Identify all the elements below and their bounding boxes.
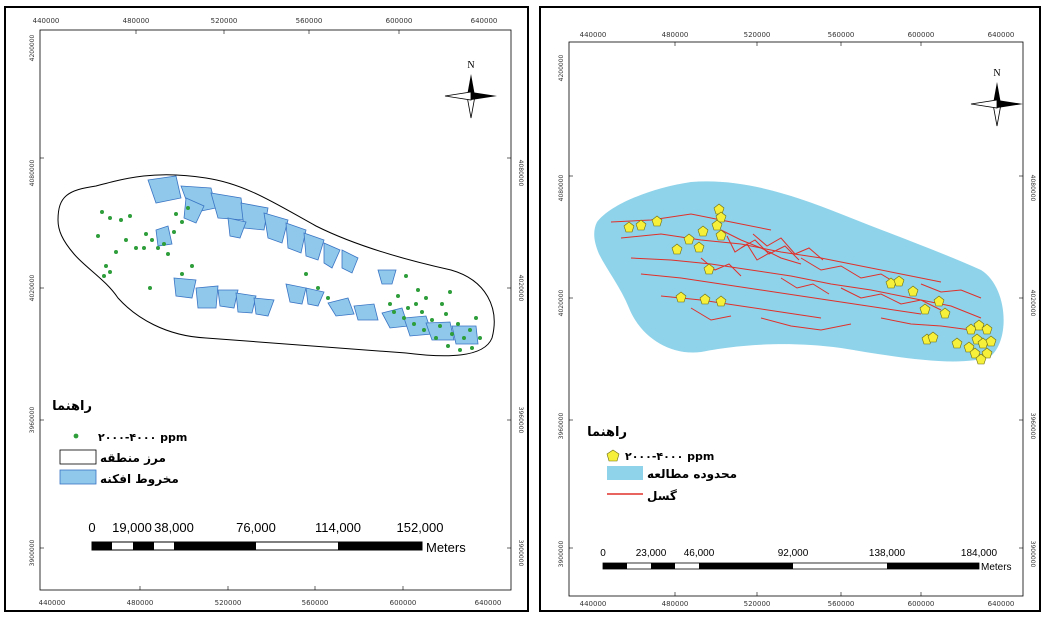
x-tick-label: 440000	[580, 31, 607, 39]
x-tick-label: 480000	[662, 31, 689, 39]
legend-label-fans: مخروط افکنه	[100, 472, 179, 487]
y-axis-right: 4080000 4020000 3960000 3900000	[517, 160, 524, 567]
scale-label: 114,000	[315, 520, 361, 535]
x-tick-label: 600000	[390, 599, 417, 607]
y-tick-label: 3960000	[517, 407, 524, 434]
y-tick-label: 3960000	[29, 406, 36, 433]
scale-bar: 0 19,000 38,000 76,000 114,000 152,000 M…	[88, 520, 466, 555]
x-tick-label: 440000	[39, 599, 66, 607]
x-tick-label: 560000	[302, 599, 329, 607]
map-frame	[568, 41, 1024, 597]
legend-symbol-study-area	[607, 466, 643, 480]
map-frame	[39, 29, 512, 591]
scale-label: 92,000	[778, 548, 809, 559]
north-arrow-icon: N	[970, 68, 1023, 127]
x-tick-label: 600000	[908, 31, 935, 39]
legend-label-study-area: محدوده مطالعه	[647, 467, 737, 482]
x-tick-label: 440000	[33, 17, 60, 25]
x-tick-label: 600000	[386, 17, 413, 25]
x-axis-bottom: 440000 480000 520000 560000 600000 64000…	[39, 599, 502, 607]
x-tick-label: 440000	[580, 600, 607, 608]
x-tick-label: 520000	[744, 600, 771, 608]
scale-label: 0	[600, 548, 606, 559]
x-tick-label: 640000	[475, 599, 502, 607]
tick-marks	[40, 30, 511, 590]
scale-label: 19,000	[112, 520, 152, 535]
legend-symbol-boundary	[59, 449, 97, 465]
left-map-svg: 440000 480000 520000 560000 600000 64000…	[29, 17, 524, 607]
x-axis-bottom: 440000 480000 520000 560000 600000 64000…	[580, 600, 1015, 608]
legend-title: راهنما	[52, 399, 92, 414]
x-tick-label: 640000	[471, 17, 498, 25]
scale-unit: Meters	[981, 562, 1012, 573]
x-tick-label: 560000	[828, 31, 855, 39]
y-tick-label: 3960000	[558, 412, 565, 439]
y-tick-label: 4080000	[558, 174, 565, 201]
y-axis-left: 4200000 4080000 4020000 3960000 3900000	[558, 54, 565, 567]
x-tick-label: 520000	[211, 17, 238, 25]
scale-unit: Meters	[426, 540, 466, 555]
legend-title: راهنما	[587, 425, 627, 440]
scale-label: 138,000	[869, 548, 906, 559]
alluvial-fans	[147, 175, 479, 345]
y-tick-label: 4020000	[29, 274, 36, 301]
x-axis-top: 440000 480000 520000 560000 600000 64000…	[580, 31, 1015, 39]
north-label: N	[993, 68, 1000, 79]
y-tick-label: 4020000	[558, 289, 565, 316]
y-tick-label: 3900000	[558, 540, 565, 567]
legend-label-boundary: مرز منطقه	[100, 451, 166, 465]
y-tick-label: 4080000	[517, 160, 524, 187]
y-tick-label: 4080000	[1029, 175, 1036, 202]
x-tick-label: 480000	[127, 599, 154, 607]
scale-label: 184,000	[961, 548, 998, 559]
x-tick-label: 480000	[662, 600, 689, 608]
legend-symbol-fans	[59, 469, 97, 485]
north-arrow-icon: N	[444, 60, 497, 119]
sample-points	[96, 206, 482, 352]
x-tick-label: 520000	[744, 31, 771, 39]
y-tick-label: 4200000	[558, 54, 565, 81]
legend-label-fault: گسل	[647, 489, 677, 503]
legend: راهنما ۲۰۰۰-۴۰۰۰ ppm مرز منطقه مخروط افک…	[52, 399, 187, 487]
x-tick-label: 560000	[296, 17, 323, 25]
y-tick-label: 4020000	[517, 275, 524, 302]
y-tick-label: 4200000	[29, 34, 36, 61]
x-tick-label: 480000	[123, 17, 150, 25]
y-axis-right: 4080000 4020000 3960000 3900000	[1029, 175, 1036, 568]
region-boundary	[57, 174, 495, 357]
x-tick-label: 560000	[828, 600, 855, 608]
left-map-panel: 440000 480000 520000 560000 600000 64000…	[4, 6, 529, 612]
y-tick-label: 3960000	[1029, 413, 1036, 440]
y-tick-label: 3900000	[1029, 541, 1036, 568]
scale-label: 76,000	[236, 520, 276, 535]
scale-label: 46,000	[684, 548, 715, 559]
study-area	[594, 181, 1004, 362]
y-tick-label: 4080000	[29, 159, 36, 186]
legend-symbol-points	[73, 433, 79, 439]
legend-symbol-points	[606, 449, 620, 462]
y-tick-label: 3900000	[517, 540, 524, 567]
x-tick-label: 640000	[988, 31, 1015, 39]
x-tick-label: 600000	[908, 600, 935, 608]
legend-label-points: ۲۰۰۰-۴۰۰۰ ppm	[625, 450, 714, 463]
scale-label: 152,000	[397, 520, 444, 535]
y-tick-label: 3900000	[29, 539, 36, 566]
x-tick-label: 640000	[988, 600, 1015, 608]
y-tick-label: 4020000	[1029, 290, 1036, 317]
right-map-svg: 440000 480000 520000 560000 600000 64000…	[558, 31, 1036, 608]
scale-label: 0	[88, 520, 95, 535]
legend: راهنما ۲۰۰۰-۴۰۰۰ ppm محدوده مطالعه گسل	[587, 425, 737, 503]
scale-label: 38,000	[154, 520, 194, 535]
right-map-panel: 440000 480000 520000 560000 600000 64000…	[539, 6, 1041, 612]
legend-label-points: ۲۰۰۰-۴۰۰۰ ppm	[98, 431, 187, 444]
x-axis-top: 440000 480000 520000 560000 600000 64000…	[33, 17, 498, 25]
sample-points	[623, 203, 997, 365]
y-axis-left: 4200000 4080000 4020000 3960000 3900000	[29, 34, 36, 566]
x-tick-label: 520000	[215, 599, 242, 607]
fault-lines	[610, 213, 982, 331]
north-label: N	[467, 60, 474, 71]
scale-bar: 0 23,000 46,000 92,000 138,000 184,000 M…	[600, 548, 1011, 573]
scale-label: 23,000	[636, 548, 667, 559]
tick-marks	[569, 42, 1023, 596]
